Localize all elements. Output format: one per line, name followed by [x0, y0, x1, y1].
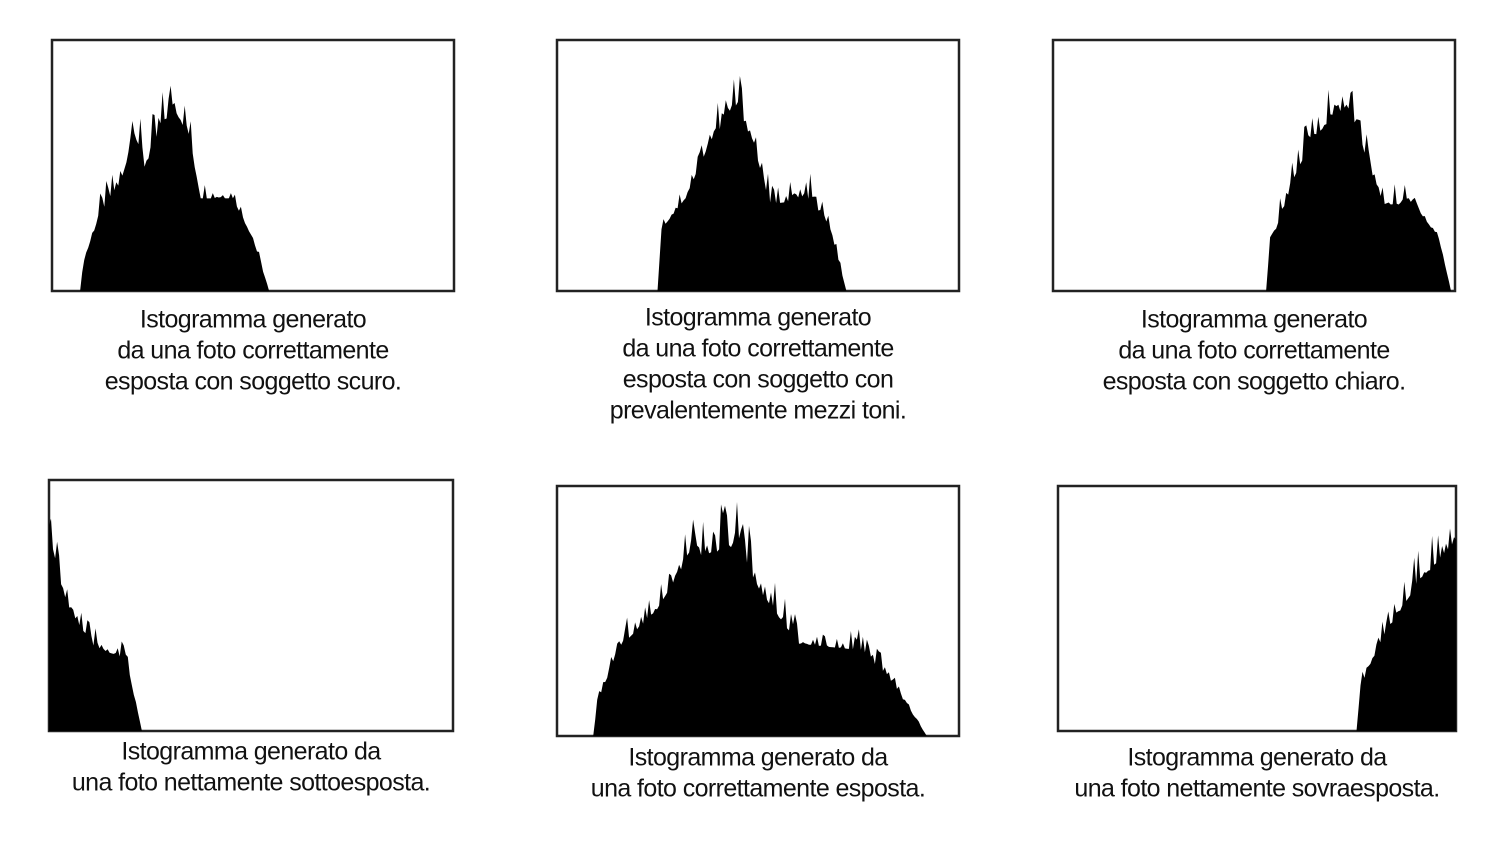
caption-line: Istogramma generato [645, 304, 871, 332]
caption-line: una foto nettamente sovraesposta. [1074, 775, 1439, 803]
histogram-shape [49, 518, 142, 731]
caption-line: da una foto correttamente [1118, 337, 1389, 365]
caption-line: Istogramma generato da [628, 744, 888, 772]
histogram-shape [1266, 89, 1451, 291]
caption-line: esposta con soggetto scuro. [105, 368, 402, 396]
histogram-shape [1356, 528, 1456, 731]
caption-line: Istogramma generato [140, 306, 366, 334]
histogram-shape [593, 502, 927, 736]
caption-line: prevalentemente mezzi toni. [610, 397, 906, 425]
caption-line: da una foto correttamente [117, 337, 388, 365]
caption-line: Istogramma generato da [1127, 744, 1387, 772]
caption-line: una foto nettamente sottoesposta. [72, 769, 430, 797]
caption-line: esposta con soggetto con [623, 366, 894, 394]
caption-line: Istogramma generato [1141, 306, 1367, 334]
caption-line: una foto correttamente esposta. [591, 775, 925, 803]
histogram-shape [657, 76, 847, 291]
caption-line: da una foto correttamente [622, 335, 893, 363]
caption-line: Istogramma generato da [121, 738, 381, 766]
histogram-shape [80, 85, 270, 291]
caption-line: esposta con soggetto chiaro. [1103, 368, 1406, 396]
